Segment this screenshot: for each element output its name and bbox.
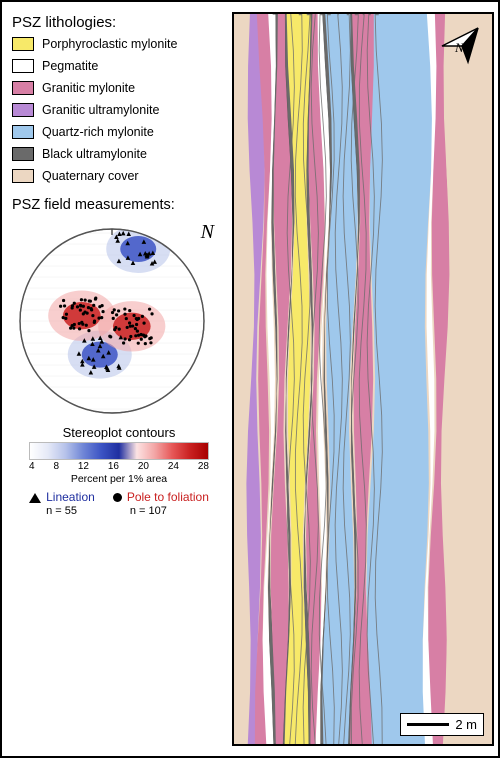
map-svg	[234, 14, 492, 744]
legend-items: Porphyroclastic mylonite Pegmatite Graniti…	[12, 37, 226, 183]
stereonet-svg	[12, 219, 220, 419]
legend-item: Black ultramylonite	[12, 147, 226, 161]
marker-lineation-count: n = 55	[46, 505, 77, 518]
legend-label: Granitic ultramylonite	[42, 103, 159, 117]
marker-lineation: Lineation n = 55	[29, 491, 95, 517]
scale-bar: 2 m	[400, 713, 484, 736]
north-arrow-icon: N	[438, 24, 482, 68]
legend-item: Granitic ultramylonite	[12, 103, 226, 117]
swatch-icon	[12, 169, 34, 183]
legend-label: Quaternary cover	[42, 169, 139, 183]
legend-item: Quartz-rich mylonite	[12, 125, 226, 139]
colorbar-title: Stereoplot contours	[63, 425, 176, 440]
legend-item: Porphyroclastic mylonite	[12, 37, 226, 51]
legend-label: Black ultramylonite	[42, 147, 147, 161]
legend-label: Granitic mylonite	[42, 81, 135, 95]
marker-legend: Lineation n = 55 Pole to foliation n = 1…	[12, 491, 226, 517]
triangle-icon	[29, 493, 41, 503]
measurements-title: PSZ field measurements:	[12, 197, 226, 213]
colorbar-ticks: 481216202428	[29, 461, 209, 472]
colorbar	[29, 442, 209, 460]
swatch-icon	[12, 125, 34, 139]
lithology-map: N 2 m	[232, 12, 494, 746]
scale-label: 2 m	[455, 717, 477, 732]
legend-label: Quartz-rich mylonite	[42, 125, 154, 139]
colorbar-wrap: Stereoplot contours 481216202428 Percent…	[12, 425, 226, 485]
circle-icon	[113, 493, 122, 502]
figure-root: PSZ lithologies: Porphyroclastic mylonit…	[2, 2, 498, 756]
swatch-icon	[12, 147, 34, 161]
swatch-icon	[12, 37, 34, 51]
stereonet: N	[12, 219, 220, 419]
swatch-icon	[12, 103, 34, 117]
marker-pole-label: Pole to foliation	[127, 491, 209, 505]
left-column: PSZ lithologies: Porphyroclastic mylonit…	[2, 2, 232, 756]
svg-text:N: N	[454, 40, 465, 55]
marker-lineation-label: Lineation	[46, 491, 95, 505]
legend-item: Pegmatite	[12, 59, 226, 73]
north-label: N	[201, 221, 214, 244]
marker-pole-count: n = 107	[130, 505, 167, 518]
swatch-icon	[12, 59, 34, 73]
legend-item: Quaternary cover	[12, 169, 226, 183]
legend-label: Pegmatite	[42, 59, 98, 73]
legend-item: Granitic mylonite	[12, 81, 226, 95]
legend-title: PSZ lithologies:	[12, 14, 226, 31]
marker-pole: Pole to foliation n = 107	[113, 491, 209, 517]
colorbar-axis-label: Percent per 1% area	[71, 473, 167, 485]
scale-line	[407, 723, 449, 726]
swatch-icon	[12, 81, 34, 95]
legend-label: Porphyroclastic mylonite	[42, 37, 177, 51]
